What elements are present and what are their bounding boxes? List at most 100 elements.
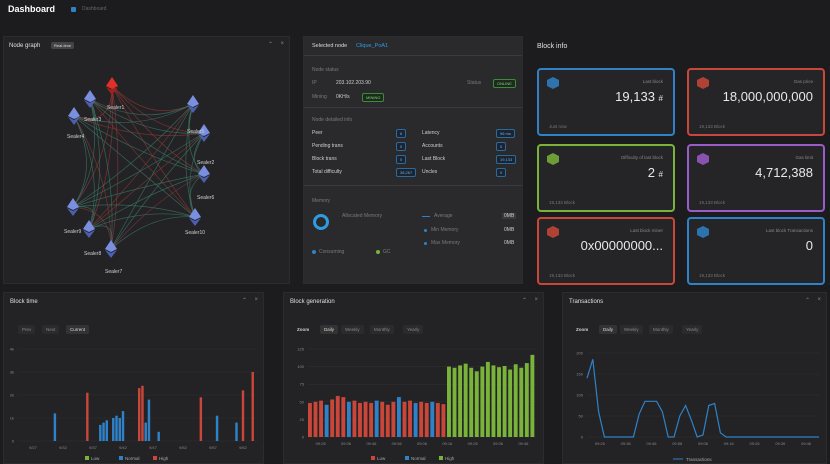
node-label[interactable]: Sealer5 <box>187 129 205 135</box>
bar <box>324 404 329 437</box>
graph-edge <box>89 98 196 218</box>
range-monthly[interactable]: Monthly <box>370 325 394 334</box>
block-time-panel: Block time ⌃ × Prev Next Current 0 1k 2k 3k… <box>3 292 264 464</box>
card-value: 4,712,388 <box>755 165 813 180</box>
close-icon[interactable]: × <box>280 41 284 47</box>
node-detail-title: Node detailed info <box>312 117 353 123</box>
collapse-icon[interactable]: ⌃ <box>804 298 810 304</box>
card-value-text: 0 <box>805 238 813 253</box>
block-generation-chart: 0 25 50 75 100 125 09:26 09:36 09:46 09:56 09:06 09… <box>297 347 536 461</box>
graph-edge <box>110 173 205 250</box>
selected-node-value[interactable]: Clique_PoA1 <box>356 43 389 49</box>
bar <box>118 418 121 441</box>
graph-edge <box>110 216 196 250</box>
close-icon[interactable]: × <box>534 297 538 303</box>
selected-node-panel: Selected node Clique_PoA1 Node status IP… <box>303 36 523 284</box>
range-yearly[interactable]: Yearly <box>682 325 703 334</box>
page-title: Dashboard <box>8 4 56 14</box>
status-badge: ONLINE <box>493 79 516 88</box>
card-footer: 19,133 Block <box>549 273 576 278</box>
graph-edge <box>72 132 205 208</box>
detail-value: 0 <box>396 142 407 151</box>
close-icon[interactable]: × <box>254 297 258 303</box>
y-tick-label: 3k <box>10 370 14 375</box>
graph-edge <box>111 85 205 134</box>
graph-edge <box>73 115 112 250</box>
x-tick-label: 09:26 <box>316 441 327 446</box>
graph-edge <box>111 85 196 218</box>
node-label[interactable]: Sealer7 <box>105 269 123 275</box>
bar <box>374 400 379 437</box>
close-icon[interactable]: × <box>817 297 821 303</box>
collapse-icon[interactable]: ⌃ <box>241 298 247 304</box>
y-tick-label: 100 <box>576 393 583 398</box>
bar <box>474 371 479 437</box>
max-dot <box>424 242 427 245</box>
memory-title: Memory <box>312 198 331 204</box>
gc-dot <box>376 250 380 254</box>
bar <box>138 388 141 441</box>
y-tick-label: 75 <box>300 382 305 387</box>
node-label[interactable]: Sealer2 <box>197 160 215 166</box>
range-monthly[interactable]: Monthly <box>649 325 673 334</box>
card-value-text: 18,000,000,000 <box>722 89 813 104</box>
x-tick-label: 9/42 <box>119 445 128 450</box>
node-label[interactable]: Sealer10 <box>185 230 206 236</box>
collapse-icon[interactable]: ⌃ <box>267 42 273 48</box>
card-label: Gas limit <box>795 155 813 160</box>
bar <box>105 420 108 441</box>
x-tick-label: 09:26 <box>750 441 761 446</box>
graph-edge <box>110 103 194 250</box>
gc-label: GC <box>383 249 391 255</box>
x-tick-label: 09:46 <box>518 441 529 446</box>
node-label[interactable]: Sealer4 <box>67 134 85 140</box>
node-label[interactable]: Sealer6 <box>197 195 215 201</box>
graph-edge <box>73 115 95 230</box>
current-button[interactable]: Current <box>66 325 90 334</box>
home-icon[interactable] <box>71 7 76 12</box>
range-daily[interactable]: Daily <box>599 325 618 334</box>
x-tick-label: 09:46 <box>646 441 657 446</box>
detail-label: Last Block <box>422 156 446 162</box>
graph-edge <box>72 98 95 208</box>
range-yearly[interactable]: Yearly <box>403 325 424 334</box>
graph-nodes <box>67 77 210 258</box>
y-tick-label: 150 <box>576 372 583 377</box>
legend-swatch <box>439 456 443 460</box>
next-button[interactable]: Next <box>42 325 60 334</box>
node-label[interactable]: Sealer3 <box>84 117 102 123</box>
bar <box>452 367 457 437</box>
detail-value: 6 <box>396 129 407 138</box>
bar <box>513 364 518 437</box>
card-label: Last block <box>642 79 663 84</box>
card-value: 0x00000000... <box>581 238 663 253</box>
node-icon <box>198 124 210 142</box>
trend-icon <box>697 77 709 89</box>
breadcrumb[interactable]: Dashboard <box>82 6 107 12</box>
bar <box>463 363 468 437</box>
graph-edge <box>88 85 114 230</box>
range-weekly[interactable]: Weekly <box>620 325 643 334</box>
y-tick-label: 2k <box>10 393 14 398</box>
prev-button[interactable]: Prev <box>18 325 36 334</box>
node-icon <box>187 95 199 113</box>
graph-edge <box>88 98 101 230</box>
legend-label: Low <box>377 456 386 461</box>
detail-label: Block trans <box>312 156 337 162</box>
range-daily[interactable]: Daily <box>320 325 339 334</box>
legend-label: High <box>445 456 455 461</box>
node-label[interactable]: Sealer1 <box>107 105 125 111</box>
transactions-title: Transactions <box>569 299 604 305</box>
node-label[interactable]: Sealer8 <box>84 251 102 257</box>
collapse-icon[interactable]: ⌃ <box>521 298 527 304</box>
card-footer: 19,133 Block <box>549 200 576 205</box>
y-tick-label: 0 <box>12 439 15 444</box>
node-label[interactable]: Sealer9 <box>64 229 82 235</box>
range-weekly[interactable]: Weekly <box>341 325 364 334</box>
x-tick-label: 09:26 <box>595 441 606 446</box>
card-value: 2 # <box>648 165 663 180</box>
status-label: Status <box>467 80 482 86</box>
average-line <box>422 216 430 217</box>
block-generation-title: Block generation <box>290 299 335 305</box>
y-tick-label: 200 <box>576 351 583 356</box>
